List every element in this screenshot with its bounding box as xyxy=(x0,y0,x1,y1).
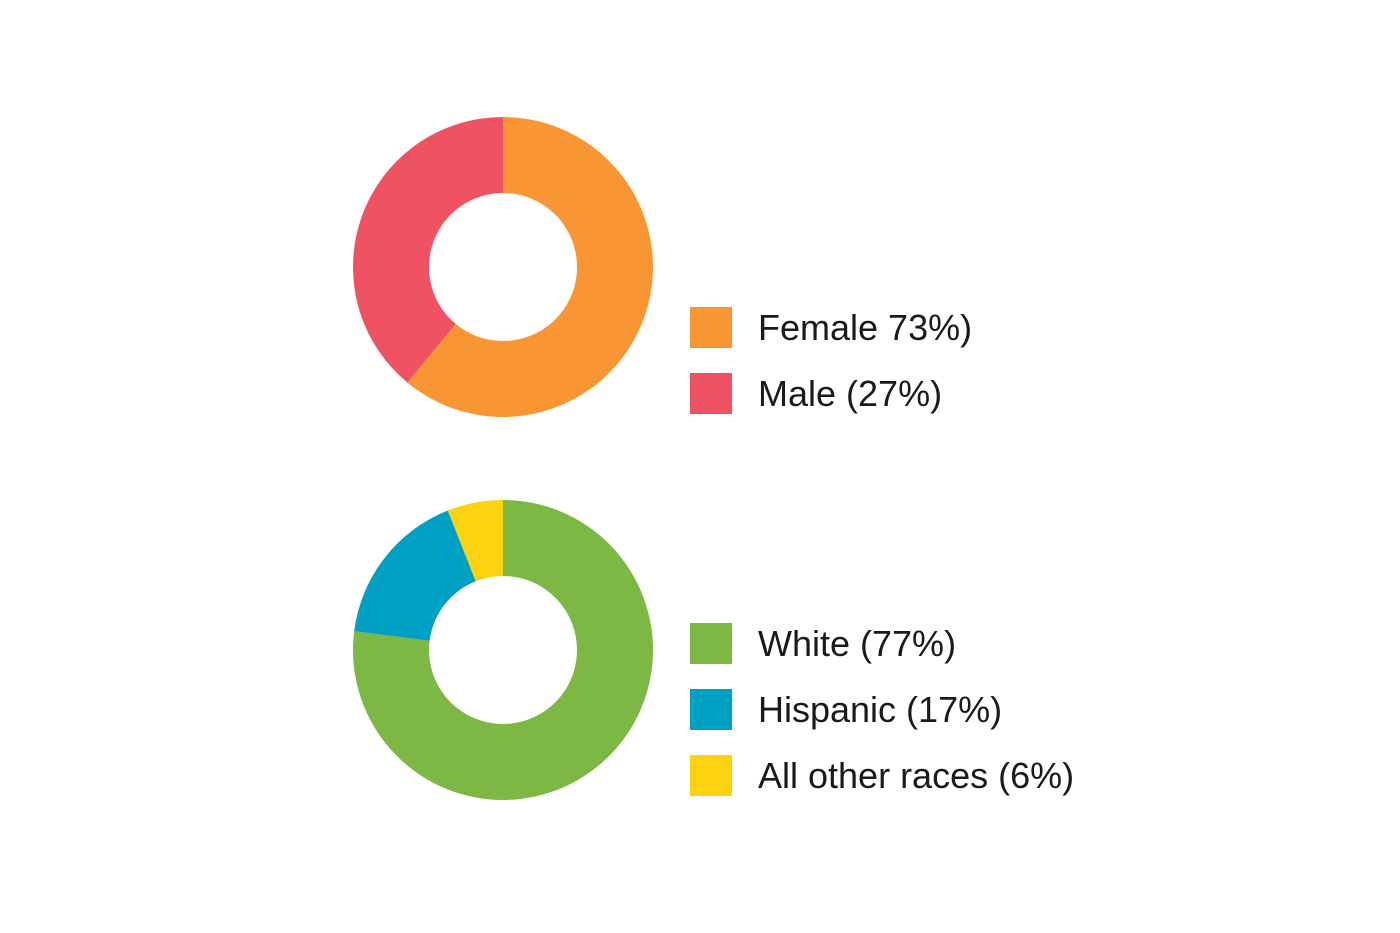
slice-all-other-races-6 xyxy=(447,500,503,582)
race-legend: White (77%) Hispanic (17%) All other races… xyxy=(690,623,1074,796)
legend-label-female-73: Female 73%) xyxy=(758,307,972,348)
slice-hispanic-17 xyxy=(354,510,476,641)
race-donut-chart xyxy=(353,500,653,801)
legend-label-male-27: Male (27%) xyxy=(758,373,942,414)
legend-label-hispanic-17: Hispanic (17%) xyxy=(758,689,1002,730)
legend-swatch-female-73 xyxy=(690,307,732,348)
gender-legend: Female 73%) Male (27%) xyxy=(690,307,972,414)
legend-swatch-male-27 xyxy=(690,373,732,414)
legend-swatch-hispanic-17 xyxy=(690,689,732,730)
legend-swatch-all-other-races-6 xyxy=(690,755,732,796)
slice-male-27 xyxy=(353,117,503,383)
gender-donut-chart xyxy=(353,117,653,417)
legend-label-white-77: White (77%) xyxy=(758,623,956,664)
slice-white-77 xyxy=(353,500,653,801)
slice-female-73 xyxy=(407,117,653,417)
legend-swatch-white-77 xyxy=(690,623,732,664)
legend-label-all-other-races-6: All other races (6%) xyxy=(758,755,1074,796)
